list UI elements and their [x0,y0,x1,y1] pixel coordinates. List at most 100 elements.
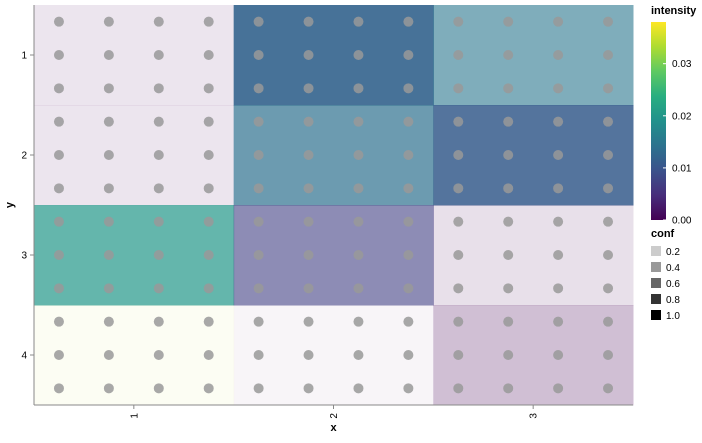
scatter-point [153,250,164,260]
scatter-point [103,116,114,127]
heatmap-cells [34,5,634,406]
scatter-point [303,116,314,127]
scatter-point [603,316,614,327]
legend-conf-swatch [651,278,661,288]
scatter-point [353,150,364,160]
scatter-point [503,83,514,94]
scatter-point [603,383,614,394]
x-axis-title: x [330,422,337,434]
legend-conf-swatch [651,310,661,320]
scatter-point [503,50,514,60]
y-tick-label: 4 [21,351,27,362]
scatter-point [53,150,64,160]
scatter-point [453,83,464,94]
scatter-point [403,316,414,327]
scatter-point [53,83,64,94]
scatter-point [503,116,514,127]
scatter-point [553,350,564,360]
scatter-point [453,316,464,327]
scatter-point [403,150,414,160]
heatmap-cell-x1-y1 [34,5,235,106]
scatter-point [603,216,614,227]
scatter-point [453,250,464,260]
scatter-point [553,283,564,294]
scatter-point [253,350,264,360]
scatter-point [103,150,114,160]
scatter-point [503,183,514,194]
legend-conf-swatch [651,246,661,256]
legend-intensity-label: 0.00 [672,216,692,227]
heatmap-cell-x3-y3 [433,205,634,306]
scatter-point [53,383,64,394]
scatter-point [403,83,414,94]
scatter-point [303,350,314,360]
scatter-point [603,150,614,160]
scatter-point [303,83,314,94]
scatter-point [203,250,214,260]
scatter-point [503,216,514,227]
legend-conf-title: conf [651,228,675,240]
scatter-point [353,216,364,227]
scatter-point [453,50,464,60]
heatmap-cell-x3-y1 [433,5,634,106]
scatter-point [553,183,564,194]
scatter-point [103,350,114,360]
scatter-point [103,250,114,260]
scatter-point [203,183,214,194]
scatter-point [503,283,514,294]
heatmap-cell-x1-y3 [34,205,235,306]
scatter-point [353,383,364,394]
scatter-point [53,350,64,360]
scatter-point [453,150,464,160]
scatter-point [203,383,214,394]
scatter-point [453,383,464,394]
y-axis-title: y [4,201,16,208]
scatter-point [53,50,64,60]
scatter-point [403,350,414,360]
scatter-point [203,50,214,60]
scatter-point [353,83,364,94]
x-tick-label: 1 [129,413,140,419]
scatter-point [603,183,614,194]
scatter-point [353,350,364,360]
scatter-point [253,150,264,160]
scatter-point [53,183,64,194]
scatter-point [403,50,414,60]
scatter-point [153,383,164,394]
legend-conf-label: 0.8 [666,295,680,306]
y-tick-label: 2 [21,151,27,162]
scatter-point [403,183,414,194]
scatter-point [103,383,114,394]
scatter-point [203,116,214,127]
scatter-point [203,350,214,360]
scatter-point [253,383,264,394]
scatter-point [303,250,314,260]
scatter-point [553,116,564,127]
scatter-point [403,16,414,27]
scatter-point [553,50,564,60]
scatter-point [603,283,614,294]
scatter-point [103,283,114,294]
y-tick-label: 3 [21,251,27,262]
scatter-point [453,116,464,127]
scatter-point [153,116,164,127]
scatter-point [303,50,314,60]
scatter-point [453,16,464,27]
legend-conf-label: 1.0 [666,311,680,322]
scatter-point [153,83,164,94]
scatter-point [503,350,514,360]
scatter-point [303,150,314,160]
scatter-point [453,183,464,194]
scatter-point [553,83,564,94]
scatter-point [153,50,164,60]
scatter-point [53,250,64,260]
legend-intensity-title: intensity [651,5,697,17]
scatter-point [153,316,164,327]
scatter-point [203,16,214,27]
scatter-point [553,383,564,394]
heatmap-cell-x3-y4 [433,305,634,406]
scatter-point [353,283,364,294]
scatter-point [253,16,264,27]
scatter-point [153,283,164,294]
